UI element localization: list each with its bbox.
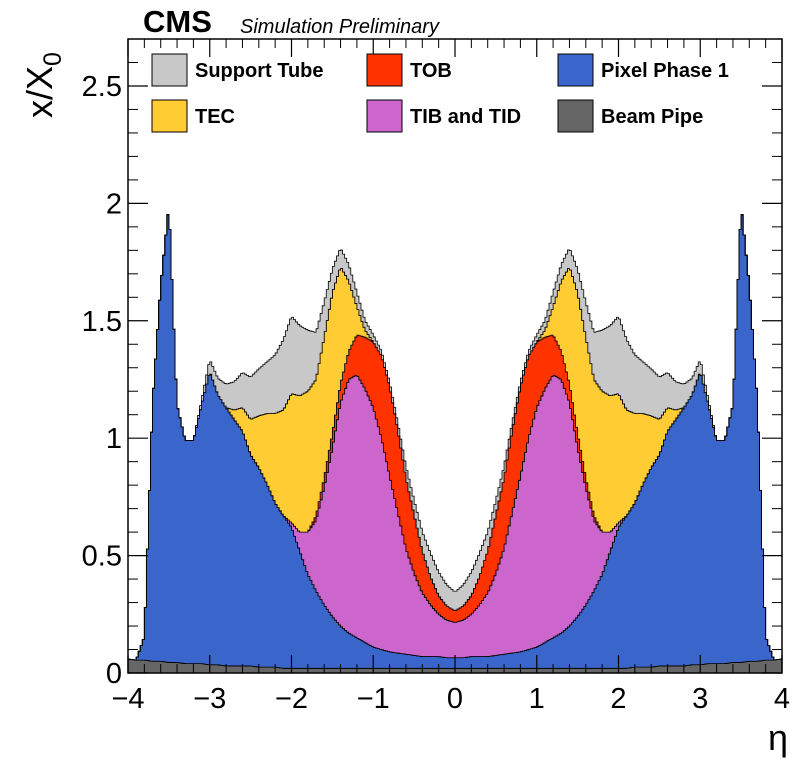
y-tick-label: 2	[106, 188, 122, 220]
y-tick-label: 2.5	[82, 71, 122, 103]
cms-label: CMS	[143, 4, 212, 39]
x-tick-label: 1	[529, 683, 545, 715]
legend-swatch	[557, 99, 594, 133]
legend-item-pixel-phase-1: Pixel Phase 1	[557, 53, 729, 87]
legend-swatch	[557, 53, 594, 87]
legend-label: TOB	[410, 60, 452, 82]
y-tick-label: 0.5	[82, 541, 122, 573]
stacked-areas	[127, 214, 783, 674]
legend-item-tob: TOB	[366, 53, 452, 87]
legend-label: Beam Pipe	[601, 106, 703, 128]
legend-label: TEC	[195, 106, 235, 128]
x-axis-title: η	[768, 717, 788, 758]
y-tick-label: 1	[106, 423, 122, 455]
y-tick-labels: 0 0.5 1 1.5 2 2.5	[82, 71, 122, 690]
legend-item-tib-and-tid: TIB and TID	[366, 99, 521, 133]
svg-text:x/X0: x/X0	[19, 52, 67, 118]
legend-swatch	[366, 53, 403, 87]
legend-swatch	[366, 99, 403, 133]
legend-item-tec: TEC	[151, 99, 235, 133]
y-axis-title-main: x/X	[19, 66, 60, 118]
legend-item-support-tube: Support Tube	[151, 53, 324, 87]
legend-label: Support Tube	[195, 60, 324, 82]
x-tick-label: −3	[193, 683, 226, 715]
simulation-preliminary-label: Simulation Preliminary	[240, 16, 440, 38]
legend-label: Pixel Phase 1	[601, 60, 729, 82]
area-support-tube	[128, 214, 782, 661]
x-tick-label: −4	[111, 683, 144, 715]
legend-swatch	[151, 99, 188, 133]
y-axis-title: x/X0	[19, 52, 67, 118]
legend-swatch	[151, 53, 188, 87]
x-tick-label: 4	[774, 683, 790, 715]
x-tick-labels: −4 −3 −2 −1 0 1 2 3 4	[111, 683, 790, 715]
x-tick-label: 2	[610, 683, 626, 715]
x-tick-label: −2	[275, 683, 308, 715]
x-tick-label: 0	[447, 683, 463, 715]
x-tick-label: −1	[357, 683, 390, 715]
legend-item-beam-pipe: Beam Pipe	[557, 99, 703, 133]
legend: Support Tube TOB Pixel Phase 1 TEC TIB and T…	[151, 53, 729, 133]
y-tick-label: 1.5	[82, 306, 122, 338]
legend-label: TIB and TID	[410, 106, 521, 128]
axis-ticks	[127, 38, 783, 674]
y-tick-label: 0	[106, 658, 122, 690]
y-axis-title-sub: 0	[39, 52, 67, 66]
x-tick-label: 3	[692, 683, 708, 715]
